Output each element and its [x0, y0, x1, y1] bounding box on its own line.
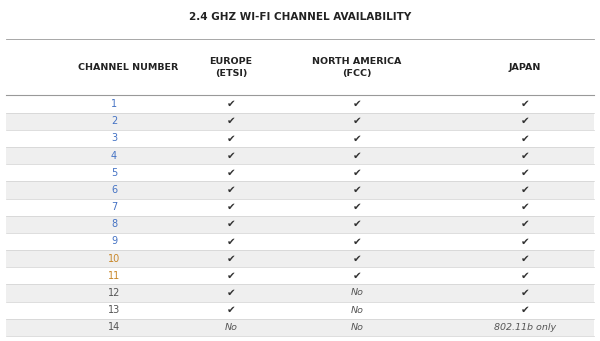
Text: ✔: ✔: [227, 271, 235, 281]
Text: ✔: ✔: [521, 236, 529, 247]
Text: ✔: ✔: [521, 305, 529, 315]
Text: No: No: [350, 288, 364, 297]
Bar: [6, 95, 594, 113]
Bar: [6, 198, 594, 216]
Text: ✔: ✔: [521, 185, 529, 195]
Bar: [6, 164, 594, 181]
Text: 2: 2: [111, 116, 117, 126]
Text: ✔: ✔: [521, 168, 529, 178]
Text: ✔: ✔: [227, 202, 235, 212]
Bar: [6, 267, 594, 284]
Text: ✔: ✔: [521, 116, 529, 126]
Text: ✔: ✔: [521, 133, 529, 144]
Text: ✔: ✔: [227, 305, 235, 315]
Text: ✔: ✔: [353, 168, 361, 178]
Text: ✔: ✔: [227, 288, 235, 298]
Text: ✔: ✔: [227, 236, 235, 247]
Text: ✔: ✔: [227, 168, 235, 178]
Text: ✔: ✔: [521, 254, 529, 264]
Text: CHANNEL NUMBER: CHANNEL NUMBER: [78, 63, 178, 72]
Text: 12: 12: [108, 288, 120, 298]
Text: No: No: [350, 306, 364, 315]
Text: ✔: ✔: [521, 271, 529, 281]
Bar: [6, 147, 594, 164]
Text: ✔: ✔: [227, 133, 235, 144]
Text: ✔: ✔: [353, 219, 361, 229]
Text: 14: 14: [108, 322, 120, 332]
Text: 3: 3: [111, 133, 117, 144]
Text: ✔: ✔: [521, 288, 529, 298]
Text: ✔: ✔: [227, 219, 235, 229]
Text: 9: 9: [111, 236, 117, 247]
Bar: [6, 319, 594, 336]
Text: 11: 11: [108, 271, 120, 281]
Text: ✔: ✔: [353, 133, 361, 144]
Text: 8: 8: [111, 219, 117, 229]
Text: ✔: ✔: [353, 185, 361, 195]
Bar: [6, 216, 594, 233]
Text: ✔: ✔: [353, 202, 361, 212]
Text: NORTH AMERICA
(FCC): NORTH AMERICA (FCC): [313, 57, 401, 78]
Text: 2.4 GHZ WI-FI CHANNEL AVAILABILITY: 2.4 GHZ WI-FI CHANNEL AVAILABILITY: [189, 12, 411, 22]
Text: EUROPE
(ETSI): EUROPE (ETSI): [209, 57, 253, 78]
Text: ✔: ✔: [353, 116, 361, 126]
Text: ✔: ✔: [227, 254, 235, 264]
Text: 6: 6: [111, 185, 117, 195]
Text: ✔: ✔: [353, 236, 361, 247]
Text: 5: 5: [111, 168, 117, 178]
Text: ✔: ✔: [227, 151, 235, 161]
Bar: [6, 233, 594, 250]
Bar: [6, 250, 594, 267]
Text: 802.11b only: 802.11b only: [494, 323, 556, 332]
Text: ✔: ✔: [521, 202, 529, 212]
Text: ✔: ✔: [353, 99, 361, 109]
Bar: [6, 113, 594, 130]
Bar: [6, 130, 594, 147]
Text: 10: 10: [108, 254, 120, 264]
Text: ✔: ✔: [227, 185, 235, 195]
Text: ✔: ✔: [521, 219, 529, 229]
Text: ✔: ✔: [227, 116, 235, 126]
Text: 13: 13: [108, 305, 120, 315]
Text: 1: 1: [111, 99, 117, 109]
Text: ✔: ✔: [353, 254, 361, 264]
Text: No: No: [350, 323, 364, 332]
Text: No: No: [224, 323, 238, 332]
Bar: [6, 181, 594, 198]
Text: ✔: ✔: [353, 151, 361, 161]
Text: 7: 7: [111, 202, 117, 212]
Text: ✔: ✔: [227, 99, 235, 109]
Text: ✔: ✔: [521, 151, 529, 161]
Bar: [6, 284, 594, 301]
Text: ✔: ✔: [353, 271, 361, 281]
Bar: [6, 301, 594, 319]
Text: 4: 4: [111, 151, 117, 161]
Text: JAPAN: JAPAN: [509, 63, 541, 72]
Text: ✔: ✔: [521, 99, 529, 109]
